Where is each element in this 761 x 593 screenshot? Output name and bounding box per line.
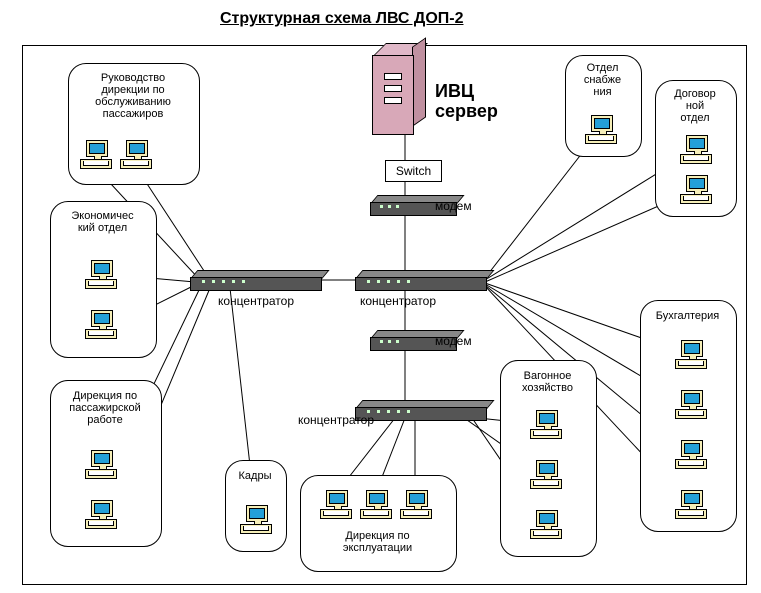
pc-icon	[675, 490, 707, 522]
pc-icon	[530, 460, 562, 492]
diagram-title: Структурная схема ЛВС ДОП-2	[220, 10, 463, 28]
dept-expl-label: Дирекция по эксплуатации	[320, 530, 435, 554]
pc-icon	[680, 135, 712, 167]
pc-icon	[240, 505, 272, 537]
pc-icon	[360, 490, 392, 522]
dept-pax-label: Дирекция по пассажирской работе	[55, 390, 155, 426]
pc-icon	[530, 410, 562, 442]
pc-icon	[120, 140, 152, 172]
pc-icon	[400, 490, 432, 522]
hub-right-label: концентратор	[360, 295, 436, 309]
dept-wagon-label: Вагонное хозяйство	[505, 370, 590, 394]
hub-left-label: концентратор	[218, 295, 294, 309]
pc-icon	[320, 490, 352, 522]
dept-contract-label: Договор ной отдел	[660, 88, 730, 124]
pc-icon	[585, 115, 617, 147]
dept-econ-label: Экономичес кий отдел	[55, 210, 150, 234]
hub-bottom-label: концентратор	[298, 414, 374, 428]
pc-icon	[80, 140, 112, 172]
pc-icon	[85, 500, 117, 532]
dept-supply-label: Отдел снабже ния	[570, 62, 635, 98]
switch-box: Switch	[385, 160, 442, 182]
pc-icon	[675, 340, 707, 372]
pc-icon	[530, 510, 562, 542]
switch-label: Switch	[396, 164, 431, 178]
pc-icon	[85, 310, 117, 342]
server-label: ИВЦ сервер	[435, 82, 498, 122]
dept-kadry-label: Кадры	[228, 470, 282, 482]
pc-icon	[85, 260, 117, 292]
modem1-label: модем	[435, 200, 472, 214]
pc-icon	[675, 390, 707, 422]
dept-mgmt-label: Руководство дирекции по обслуживанию пас…	[78, 72, 188, 120]
modem2-label: модем	[435, 335, 472, 349]
pc-icon	[675, 440, 707, 472]
pc-icon	[680, 175, 712, 207]
pc-icon	[85, 450, 117, 482]
dept-buh-label: Бухгалтерия	[645, 310, 730, 322]
